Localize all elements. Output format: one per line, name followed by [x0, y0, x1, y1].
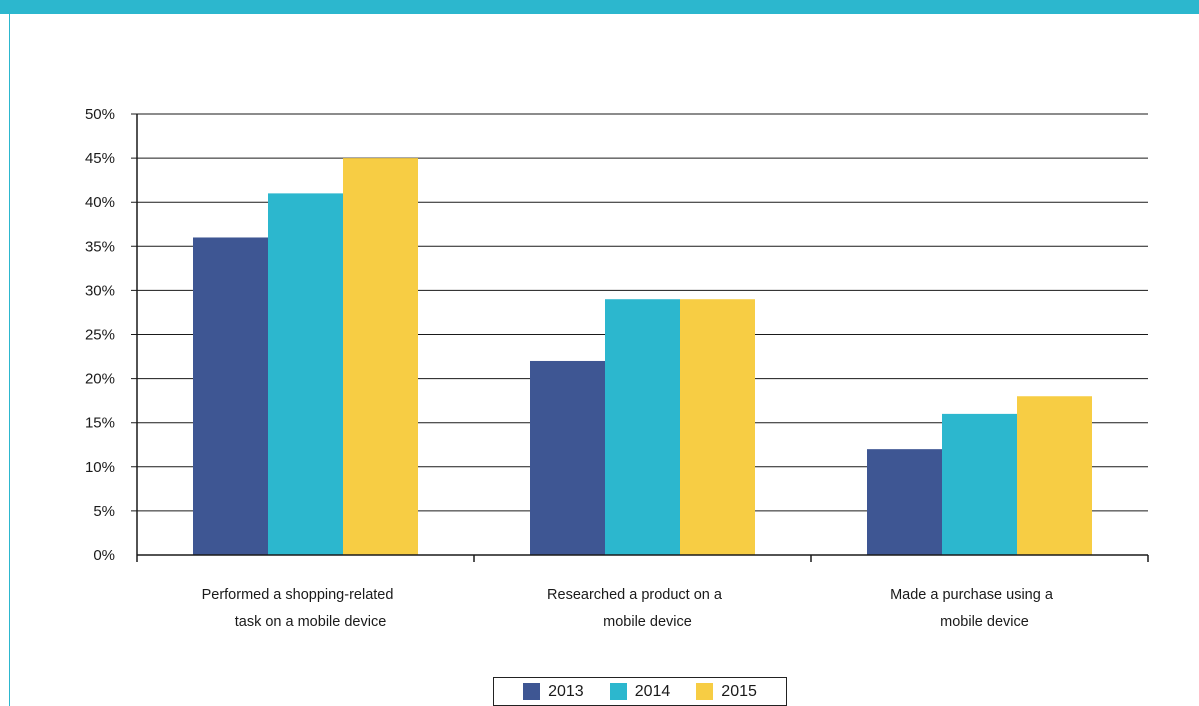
legend-swatch-2013 — [523, 683, 541, 700]
top-accent-bar — [0, 0, 1199, 14]
y-tick-label: 0% — [93, 547, 115, 564]
legend-item-2014: 2014 — [609, 682, 671, 701]
legend-label-2014: 2014 — [634, 682, 671, 700]
legend: 2013 2014 2015 — [493, 677, 787, 706]
bars — [193, 158, 1092, 556]
y-tick-labels: 0% 5% 10% 15% 20% 25% 30% 35% 40% 45% 50% — [85, 106, 115, 564]
category-label: mobile device — [940, 614, 1029, 630]
category-label: mobile device — [603, 614, 692, 630]
bar-2015-2 — [1017, 396, 1092, 555]
bar-2013-2 — [867, 449, 942, 555]
y-tick-label: 30% — [85, 282, 115, 299]
category-label: Made a purchase using a — [890, 587, 1054, 603]
y-tick-label: 35% — [85, 238, 115, 255]
y-tick-label: 10% — [85, 459, 115, 476]
y-tick-label: 25% — [85, 327, 115, 344]
legend-item-2013: 2013 — [523, 683, 584, 701]
bar-2014-1 — [605, 299, 680, 555]
category-label: task on a mobile device — [235, 614, 387, 630]
legend-swatch-2015 — [696, 683, 714, 700]
bar-2014-2 — [942, 413, 1017, 555]
y-tick-label: 40% — [85, 194, 115, 211]
category-label: Performed a shopping-related — [202, 587, 394, 603]
legend-label-2015: 2015 — [721, 682, 757, 700]
y-tick-label: 15% — [85, 415, 115, 432]
legend-label-2013: 2013 — [548, 682, 584, 700]
bar-2015-1 — [680, 299, 755, 555]
bar-2015-0 — [343, 158, 418, 555]
bar-2013-0 — [193, 237, 268, 556]
category-label: Researched a product on a — [547, 587, 723, 603]
legend-item-2015: 2015 — [696, 683, 757, 701]
y-tick-label: 5% — [93, 503, 115, 520]
legend-swatch-2014 — [609, 683, 627, 700]
bar-2013-1 — [530, 360, 605, 555]
y-tick-label: 20% — [85, 371, 115, 388]
axes — [136, 114, 1149, 562]
category-labels: Performed a shopping-related task on a mo… — [202, 587, 1054, 630]
bar-2014-0 — [268, 193, 343, 555]
y-tick-label: 50% — [85, 106, 115, 123]
y-tick-label: 45% — [85, 150, 115, 167]
left-accent-rule — [9, 14, 10, 706]
